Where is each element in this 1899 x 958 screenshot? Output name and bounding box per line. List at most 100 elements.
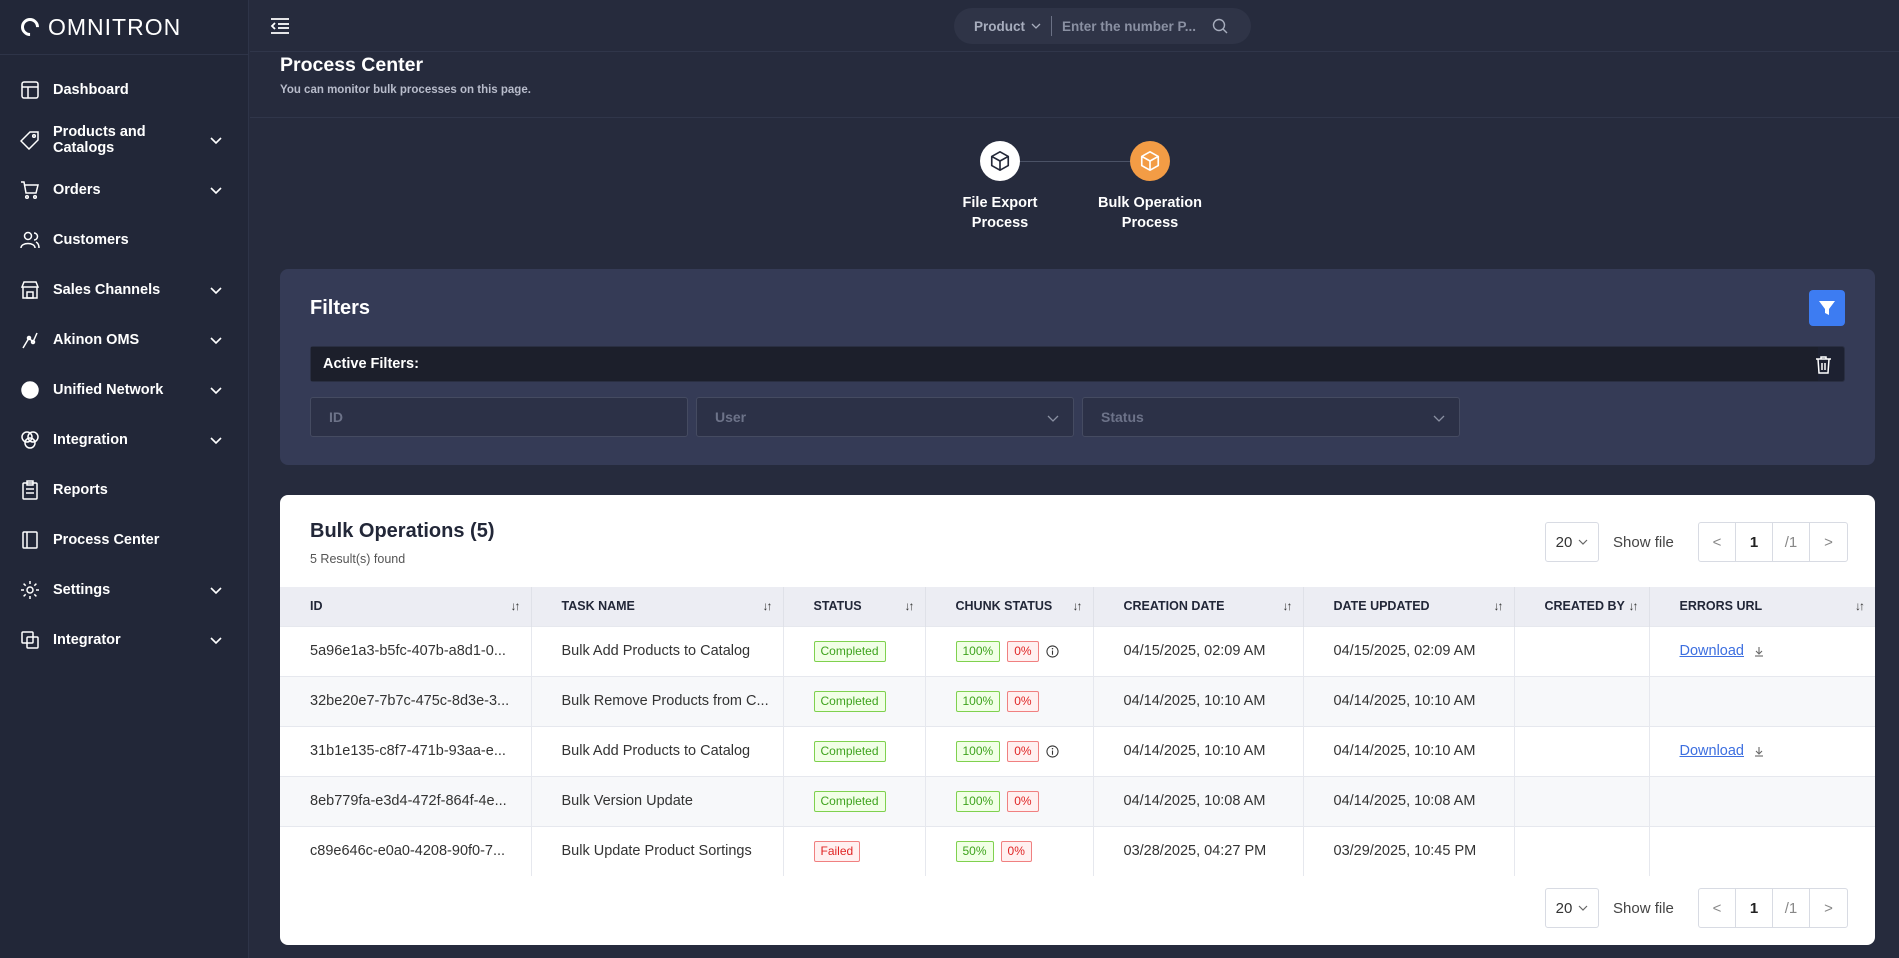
sidebar-item-unified-network[interactable]: Unified Network [0,365,248,415]
cart-icon [20,180,40,200]
sidebar-item-label: Integrator [53,632,121,648]
sort-icon[interactable]: ↓↑ [1282,599,1293,613]
download-icon [1755,746,1763,757]
cell-date-updated: 04/14/2025, 10:10 AM [1303,675,1515,726]
column-header-chunk-status[interactable]: CHUNK STATUS ↓↑ [925,587,1094,626]
download-link[interactable]: Download [1680,643,1765,659]
table-row[interactable]: c89e646c-e0a0-4208-90f0-7... Bulk Update … [280,825,1875,876]
sidebar-item-label: Products and Catalogs [53,124,146,156]
status-badge: Completed [813,690,886,712]
page-subtitle: You can monitor bulk processes on this p… [280,84,531,96]
step-bulk-operation[interactable]: Bulk Operation Process [1090,141,1210,233]
sort-icon[interactable]: ↓↑ [1628,599,1639,613]
sidebar-toggle-icon[interactable] [269,15,291,37]
sidebar-item-dashboard[interactable]: Dashboard [0,65,248,115]
cell-id: 32be20e7-7b7c-475c-8d3e-3... [280,675,532,726]
cell-creation-date: 04/15/2025, 02:09 AM [1093,625,1304,676]
table-row[interactable]: 31b1e135-c8f7-471b-93aa-e... Bulk Add Pro… [280,725,1875,776]
next-page-button[interactable]: > [1824,899,1833,917]
column-header-creation-date[interactable]: CREATION DATE ↓↑ [1093,587,1304,626]
cell-status: Completed [783,625,926,676]
info-icon[interactable] [1045,744,1059,758]
download-link[interactable]: Download [1680,743,1765,759]
cell-errors-url [1649,675,1875,726]
oms-icon [20,330,40,350]
chevron-down-icon[interactable] [209,583,223,597]
cell-date-updated: 03/29/2025, 10:45 PM [1303,825,1515,876]
next-page-button[interactable]: > [1824,533,1833,551]
sidebar-item-integration[interactable]: Integration [0,415,248,465]
sidebar-item-customers[interactable]: Customers [0,215,248,265]
network-icon [20,380,40,400]
status-badge: Completed [813,640,886,662]
prev-page-button[interactable]: < [1699,889,1736,927]
chevron-down-icon[interactable] [209,633,223,647]
filter-toggle-button[interactable] [1809,290,1845,326]
column-header-label: ID [310,599,323,614]
sort-icon[interactable]: ↓↑ [1493,599,1504,613]
sidebar-item-settings[interactable]: Settings [0,565,248,615]
sidebar-item-label: Akinon OMS [53,332,140,348]
column-header-label: CREATED BY [1544,599,1625,614]
column-header-created-by[interactable]: CREATED BY ↓↑ [1514,587,1650,626]
table-row[interactable]: 32be20e7-7b7c-475c-8d3e-3... Bulk Remove … [280,675,1875,726]
step-file-export[interactable]: File Export Process [940,141,1060,233]
chunk-fail-badge: 0% [1007,640,1039,662]
chevron-down-icon [1047,415,1059,422]
chevron-down-icon[interactable] [209,333,223,347]
chevron-down-icon[interactable] [209,183,223,197]
sidebar-nav: Dashboard Products and Catalogs Orders Cust… [0,55,248,665]
search-input[interactable] [1062,18,1213,34]
page-header: Process Center You can monitor bulk proc… [250,52,1899,118]
info-icon[interactable] [1045,644,1059,658]
table-row[interactable]: 8eb779fa-e3d4-472f-864f-4e... Bulk Versio… [280,775,1875,826]
tag-icon [20,130,40,150]
sort-icon[interactable]: ↓↑ [1072,599,1083,613]
chevron-down-icon[interactable] [209,133,223,147]
user-filter-select[interactable]: User [696,397,1074,437]
brand-logo[interactable]: OMNITRON [0,0,248,55]
sort-icon[interactable]: ↓↑ [762,599,773,613]
sidebar-item-process-center[interactable]: Process Center [0,515,248,565]
column-header-id[interactable]: ID ↓↑ [280,587,532,626]
chevron-down-icon[interactable] [209,383,223,397]
status-filter-select[interactable]: Status [1082,397,1460,437]
table-row[interactable]: 5a96e1a3-b5fc-407b-a8d1-0... Bulk Add Pro… [280,625,1875,676]
column-header-errors-url[interactable]: ERRORS URL ↓↑ [1649,587,1875,626]
sidebar-item-orders[interactable]: Orders [0,165,248,215]
per-page-select[interactable]: 20 [1545,888,1599,928]
page-title: Process Center [280,54,424,76]
chunk-success-badge: 100% [955,790,1001,812]
trash-icon[interactable] [1815,355,1832,374]
sort-icon[interactable]: ↓↑ [510,599,521,613]
search-type-select[interactable]: Product [974,19,1041,34]
sidebar-item-products-and-catalogs[interactable]: Products and Catalogs [0,115,248,165]
sidebar-item-integrator[interactable]: Integrator [0,615,248,665]
chevron-down-icon[interactable] [209,433,223,447]
cell-date-updated: 04/15/2025, 02:09 AM [1303,625,1515,676]
chevron-down-icon[interactable] [209,283,223,297]
sidebar-item-reports[interactable]: Reports [0,465,248,515]
table-title: Bulk Operations (5) [310,520,495,542]
show-file-label: Show file [1613,533,1674,551]
per-page-select[interactable]: 20 [1545,522,1599,562]
active-filters-bar: Active Filters: [310,346,1845,382]
prev-page-button[interactable]: < [1699,523,1736,561]
column-header-task-name[interactable]: TASK NAME ↓↑ [531,587,784,626]
sort-icon[interactable]: ↓↑ [1855,599,1865,613]
sort-icon[interactable]: ↓↑ [904,599,915,613]
sidebar-item-sales-channels[interactable]: Sales Channels [0,265,248,315]
users-icon [20,230,40,250]
cell-creation-date: 04/14/2025, 10:10 AM [1093,675,1304,726]
cell-id: 31b1e135-c8f7-471b-93aa-e... [280,725,532,776]
id-filter-input[interactable]: ID [310,397,688,437]
chevron-down-icon [1031,23,1041,29]
search-type-label: Product [974,18,1026,34]
search-icon[interactable] [1212,18,1228,34]
cell-chunk-status: 50% 0% [925,825,1094,876]
column-header-date-updated[interactable]: DATE UPDATED ↓↑ [1303,587,1515,626]
active-filters-label: Active Filters: [311,347,1818,381]
column-header-status[interactable]: STATUS ↓↑ [783,587,926,626]
sidebar-item-akinon-oms[interactable]: Akinon OMS [0,315,248,365]
sidebar-item-label: Customers [53,232,129,248]
